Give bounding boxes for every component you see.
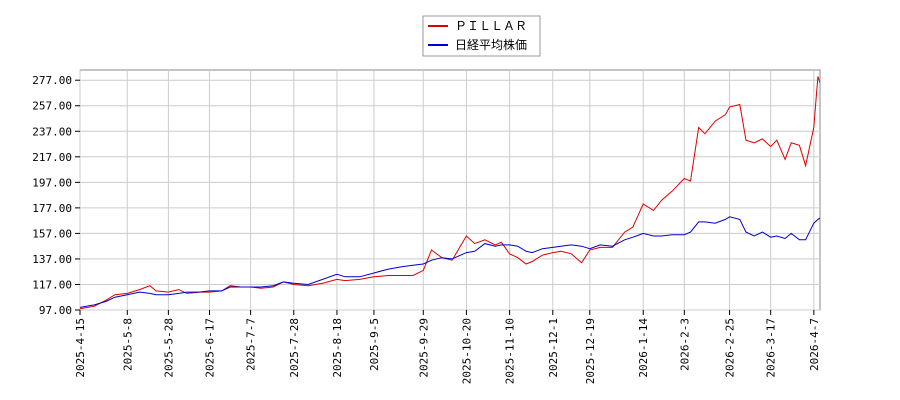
legend-label-0: ＰＩＬＬＡＲ: [455, 19, 527, 33]
x-tick-label: 2026-2-3: [678, 318, 691, 371]
x-tick-label: 2026-3-17: [765, 318, 778, 378]
grid: [79, 70, 820, 311]
series-line-1: [80, 216, 820, 308]
legend: ＰＩＬＬＡＲ 日経平均株価: [422, 15, 541, 57]
y-axis-ticks: 97.00 117.00 137.00 157.00 177.00 197.00 217.0…: [32, 74, 80, 317]
y-tick-label: 137.00: [32, 253, 72, 266]
x-tick-label: 2025-11-10: [504, 318, 517, 384]
x-tick-label: 2025-9-5: [368, 318, 381, 371]
y-tick-label: 157.00: [32, 227, 72, 240]
legend-box: [422, 15, 541, 57]
y-tick-label: 277.00: [32, 74, 72, 87]
x-tick-label: 2026-1-14: [637, 318, 650, 378]
y-tick-label: 217.00: [32, 151, 72, 164]
y-tick-label: 97.00: [39, 304, 72, 317]
y-tick-label: 237.00: [32, 125, 72, 138]
x-axis-ticks: 2025-4-15 2025-5-8 2025-5-28 2025-6-17 2025-…: [74, 310, 821, 384]
legend-label-1: 日経平均株価: [455, 37, 527, 52]
x-tick-label: 2025-9-29: [417, 318, 430, 378]
x-tick-label: 2026-2-25: [724, 318, 737, 378]
x-tick-label: 2025-7-7: [245, 318, 258, 371]
plot-area: [79, 69, 821, 311]
x-tick-label: 2025-6-17: [204, 318, 217, 378]
x-tick-label: 2025-5-28: [162, 318, 175, 378]
series-lines: [80, 76, 820, 310]
x-tick-label: 2026-4-7: [808, 318, 821, 371]
x-tick-label: 2025-4-15: [74, 318, 87, 378]
x-tick-label: 2025-12-19: [584, 318, 597, 384]
x-tick-label: 2025-5-8: [121, 318, 134, 371]
x-tick-label: 2025-8-18: [331, 318, 344, 378]
y-tick-label: 177.00: [32, 202, 72, 215]
y-tick-label: 197.00: [32, 176, 72, 189]
x-tick-label: 2025-10-20: [460, 318, 473, 384]
x-tick-label: 2025-7-28: [288, 318, 301, 378]
y-tick-label: 257.00: [32, 100, 72, 113]
y-tick-label: 117.00: [32, 278, 72, 291]
x-tick-label: 2025-12-1: [547, 318, 560, 378]
